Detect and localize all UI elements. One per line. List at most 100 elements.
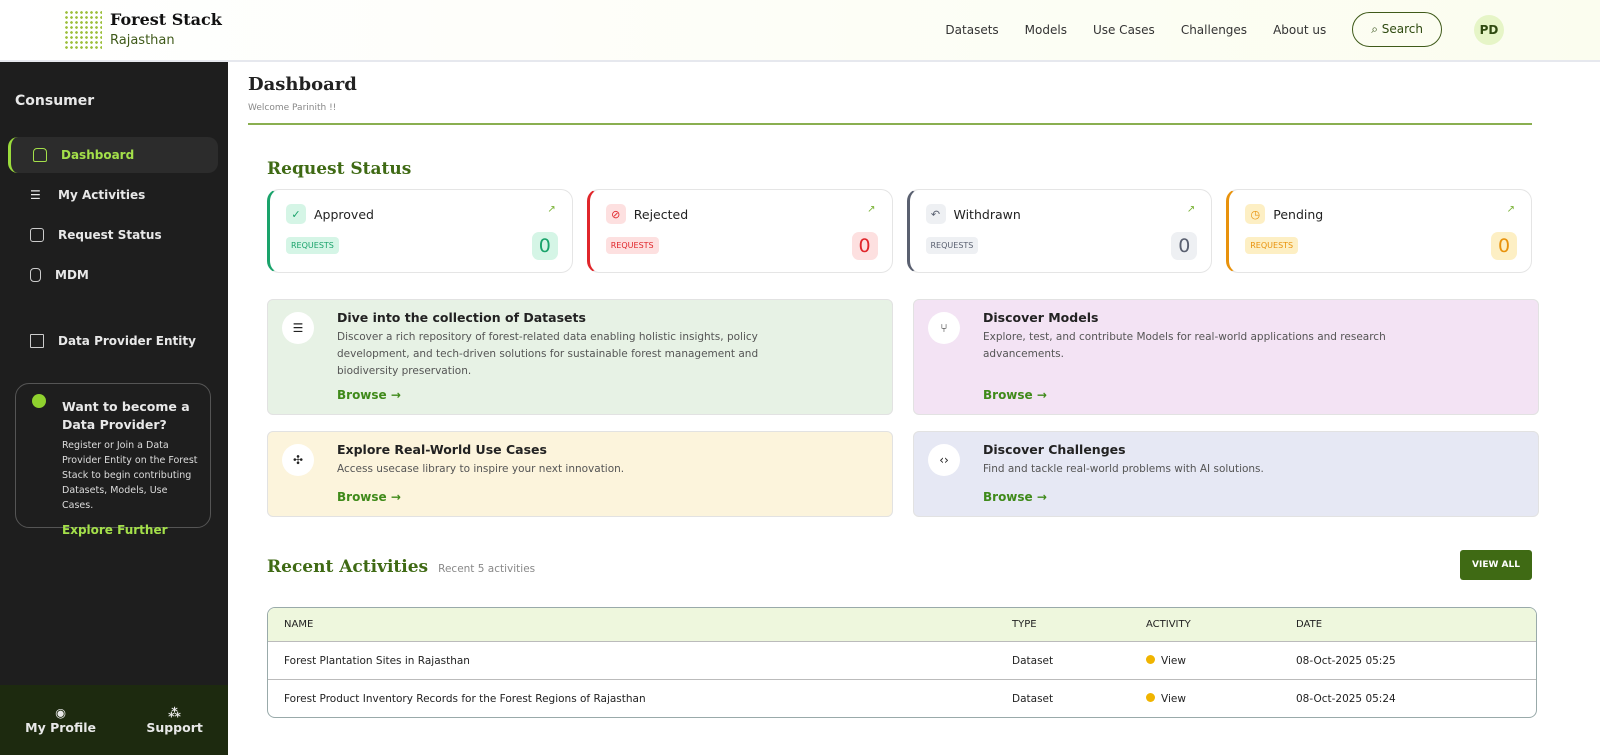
activity-label: View xyxy=(1161,654,1186,667)
discover-card: ✣ Explore Real-World Use Cases Access us… xyxy=(267,431,893,517)
card-title: Discover Challenges xyxy=(983,442,1126,457)
status-card-approved[interactable]: ✓ Approved ↗ REQUESTS 0 xyxy=(267,189,573,273)
recent-activities-table: NAME TYPE ACTIVITY DATE Forest Plantatio… xyxy=(267,607,1537,718)
status-dot xyxy=(1146,692,1155,702)
status-count: 0 xyxy=(851,232,878,260)
explore-further-link[interactable]: Explore Further xyxy=(62,523,168,537)
avatar[interactable]: PD xyxy=(1474,14,1504,45)
sidebar: Consumer Dashboard ☰ My Activities Reques… xyxy=(0,62,228,755)
user-icon: ◉ xyxy=(55,705,67,720)
cell-activity: View xyxy=(1146,654,1296,667)
promo-title: Want to become a Data Provider? xyxy=(62,399,190,432)
browse-link[interactable]: Browse → xyxy=(983,490,1047,504)
discover-card: ☰ Dive into the collection of Datasets D… xyxy=(267,299,893,415)
arrow-up-right-icon[interactable]: ↗ xyxy=(867,204,876,215)
sidebar-item-data-provider-entity[interactable]: Data Provider Entity xyxy=(8,323,218,359)
table-row[interactable]: Forest Plantation Sites in Rajasthan Dat… xyxy=(268,641,1536,679)
brand: Forest Stack Rajasthan xyxy=(110,10,222,48)
request-status-cards: ✓ Approved ↗ REQUESTS 0 ⊘ Rejected ↗ REQUE… xyxy=(267,189,1532,273)
cell-name: Forest Plantation Sites in Rajasthan xyxy=(284,654,470,667)
view-all-button[interactable]: VIEW ALL xyxy=(1460,550,1532,580)
nav-models[interactable]: Models xyxy=(1024,22,1067,37)
status-dot xyxy=(1146,654,1155,664)
nav-datasets[interactable]: Datasets xyxy=(945,22,999,37)
my-profile-label: My Profile xyxy=(25,720,97,735)
data-provider-promo: Want to become a Data Provider? Register… xyxy=(15,383,211,537)
arrow-up-right-icon[interactable]: ↗ xyxy=(1186,204,1196,215)
brand-title: Forest Stack xyxy=(110,10,222,29)
promo-text: Register or Join a Data Provider Entity … xyxy=(62,440,198,511)
brand-subtitle: Rajasthan xyxy=(110,33,175,48)
main-nav: Datasets Models Use Cases Challenges Abo… xyxy=(945,12,1504,47)
nav-use-cases[interactable]: Use Cases xyxy=(1092,22,1155,37)
recent-activities-header: Recent Activities Recent 5 activities VI… xyxy=(267,550,1532,580)
card-title: Explore Real-World Use Cases xyxy=(337,442,547,457)
status-icon: ✓ xyxy=(286,204,306,224)
sidebar-item-label: Data Provider Entity xyxy=(58,334,196,348)
status-count: 0 xyxy=(1171,232,1198,260)
card-icon: ⑂ xyxy=(928,312,960,344)
building-icon xyxy=(30,334,44,348)
cell-type: Dataset xyxy=(1012,692,1054,705)
support-icon: ⁂ xyxy=(168,705,181,720)
sidebar-title: Consumer xyxy=(15,93,95,109)
status-label: Pending xyxy=(1273,206,1324,222)
column-header-name: NAME xyxy=(284,619,314,630)
status-card-withdrawn[interactable]: ↶ Withdrawn ↗ REQUESTS 0 xyxy=(906,189,1213,273)
browse-link[interactable]: Browse → xyxy=(337,388,401,402)
support-label: Support xyxy=(146,720,203,735)
column-header-date: DATE xyxy=(1296,619,1323,630)
globe-icon xyxy=(32,394,46,408)
card-icon: ☰ xyxy=(282,312,314,344)
browse-link[interactable]: Browse → xyxy=(983,388,1047,402)
sidebar-item-request-status[interactable]: Request Status xyxy=(8,217,218,253)
sidebar-item-my-activities[interactable]: ☰ My Activities xyxy=(8,177,218,213)
discover-card: ⑂ Discover Models Explore, test, and con… xyxy=(913,299,1539,415)
sidebar-footer: ◉ My Profile ⁂ Support xyxy=(0,685,228,755)
arrow-up-right-icon[interactable]: ↗ xyxy=(547,204,556,215)
request-status-title: Request Status xyxy=(267,159,412,179)
discover-card: ‹› Discover Challenges Find and tackle r… xyxy=(913,431,1539,517)
requests-badge: REQUESTS xyxy=(286,237,339,254)
sidebar-item-label: Request Status xyxy=(58,228,162,242)
card-title: Dive into the collection of Datasets xyxy=(337,310,586,325)
home-icon xyxy=(33,148,47,162)
status-label: Withdrawn xyxy=(953,206,1021,222)
page-title: Dashboard xyxy=(248,74,357,95)
status-label: Approved xyxy=(314,206,374,222)
status-icon: ◷ xyxy=(1245,204,1266,224)
card-text: Discover a rich repository of forest-rel… xyxy=(337,331,759,377)
sidebar-item-label: Dashboard xyxy=(61,148,135,162)
nav-challenges[interactable]: Challenges xyxy=(1180,22,1248,37)
status-card-rejected[interactable]: ⊘ Rejected ↗ REQUESTS 0 xyxy=(586,189,893,273)
status-icon: ↶ xyxy=(925,204,946,224)
sidebar-item-mdm[interactable]: MDM xyxy=(8,257,218,293)
card-text: Access usecase library to inspire your n… xyxy=(337,463,625,475)
arrow-up-right-icon[interactable]: ↗ xyxy=(1506,204,1515,215)
table-header: NAME TYPE ACTIVITY DATE xyxy=(268,608,1536,641)
requests-badge: REQUESTS xyxy=(925,237,979,254)
cell-activity: View xyxy=(1146,692,1296,705)
column-header-type: TYPE xyxy=(1012,619,1037,630)
cell-date: 08-Oct-2025 05:24 xyxy=(1296,692,1396,705)
copy-icon xyxy=(30,228,44,242)
main-content: Dashboard Welcome Parinith !! Request St… xyxy=(248,62,1539,718)
search-label: Search xyxy=(1381,22,1423,36)
discover-cards: ☰ Dive into the collection of Datasets D… xyxy=(267,299,1539,517)
support-button[interactable]: ⁂ Support xyxy=(146,705,203,735)
recent-activities-subtitle: Recent 5 activities xyxy=(438,563,536,575)
cell-date: 08-Oct-2025 05:25 xyxy=(1296,654,1396,667)
browse-link[interactable]: Browse → xyxy=(337,490,401,504)
my-profile-button[interactable]: ◉ My Profile xyxy=(25,705,96,735)
requests-badge: REQUESTS xyxy=(605,237,659,254)
card-title: Discover Models xyxy=(983,310,1099,325)
search-button[interactable]: ⌕ Search xyxy=(1352,12,1442,47)
forest-stack-logo[interactable] xyxy=(64,10,102,50)
status-card-pending[interactable]: ◷ Pending ↗ REQUESTS 0 xyxy=(1226,189,1532,273)
nav-about-us[interactable]: About us xyxy=(1273,22,1327,37)
sidebar-item-label: MDM xyxy=(55,268,89,282)
sidebar-item-dashboard[interactable]: Dashboard xyxy=(8,137,218,173)
card-text: Find and tackle real-world problems with… xyxy=(983,463,1264,475)
table-row[interactable]: Forest Product Inventory Records for the… xyxy=(268,679,1536,717)
sidebar-item-label: My Activities xyxy=(58,188,146,202)
